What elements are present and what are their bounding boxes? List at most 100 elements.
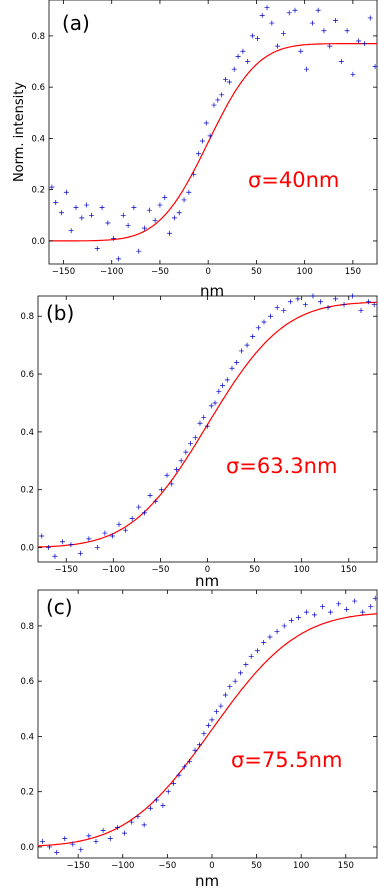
data-point (320, 604, 326, 610)
y-tick-label: 0.2 (20, 486, 34, 496)
data-point (295, 615, 301, 621)
data-point (99, 205, 105, 211)
data-point (68, 228, 74, 234)
plot-area-c (37, 589, 378, 859)
data-point (274, 305, 280, 311)
data-point (229, 365, 235, 371)
data-point (196, 742, 202, 748)
fit-curve-a (49, 43, 377, 242)
data-point (356, 38, 362, 44)
data-point (162, 194, 168, 200)
y-tick-label: 0.6 (20, 677, 34, 687)
data-point (245, 59, 251, 65)
data-point (250, 333, 256, 339)
data-point (102, 530, 108, 536)
data-point (147, 493, 153, 498)
data-point (344, 28, 350, 34)
data-point (310, 293, 316, 299)
data-point (268, 313, 274, 319)
data-point (171, 780, 177, 786)
fit-curve-line (37, 613, 378, 847)
data-point (191, 171, 197, 177)
data-point (205, 722, 211, 728)
data-point (281, 307, 287, 313)
data-point (208, 403, 214, 409)
data-point (59, 210, 65, 216)
x-tick-label: 150 (345, 267, 361, 277)
data-point (298, 48, 304, 54)
y-tick-label: 0.6 (20, 370, 34, 380)
panel-label-b: (b) (46, 301, 74, 325)
data-point (114, 825, 120, 831)
data-point (176, 210, 182, 216)
data-point (215, 97, 221, 103)
x-tick-label: −50 (151, 267, 169, 277)
data-point (328, 609, 334, 615)
data-point (45, 545, 51, 551)
axis-ticks-b: −150 −100 −50 0 50 100 150 0.0 0.2 0.4 0.6 0.8 (20, 296, 377, 575)
x-axis-label-b: nm (195, 572, 219, 590)
data-point (361, 41, 367, 47)
data-point (199, 138, 205, 144)
data-point (153, 498, 159, 504)
data-point (59, 539, 65, 545)
data-point (192, 747, 198, 753)
data-point (125, 223, 131, 229)
y-tick-label: 0.8 (20, 312, 34, 322)
data-point (269, 20, 275, 26)
data-point (169, 481, 175, 487)
y-axis-label-a: Norm. intensity (12, 82, 27, 182)
data-point (115, 256, 121, 262)
data-point (152, 217, 158, 223)
data-point (201, 414, 207, 420)
data-point (147, 805, 153, 811)
data-point (267, 634, 273, 640)
data-point (288, 617, 294, 623)
data-point (109, 533, 115, 539)
data-points-c (39, 595, 378, 855)
x-axis-label-c: nm (195, 872, 219, 890)
data-point (238, 348, 244, 354)
data-point (275, 43, 281, 49)
data-point (286, 10, 292, 16)
data-point (157, 202, 163, 208)
data-point (371, 302, 377, 308)
data-point (231, 66, 237, 72)
data-point (77, 550, 83, 556)
data-point (176, 772, 182, 778)
x-tick-label: 50 (249, 565, 260, 575)
x-tick-label: 0 (205, 565, 210, 575)
data-point (47, 844, 53, 850)
data-point (136, 248, 142, 254)
data-point (131, 205, 137, 211)
x-tick-label: 150 (338, 861, 354, 871)
data-point (368, 604, 374, 610)
data-point (86, 833, 92, 839)
data-point (129, 516, 135, 522)
data-points-a (49, 5, 378, 262)
y-tick-label: 0.6 (31, 83, 45, 93)
panel-label-c: (c) (46, 595, 73, 619)
data-point (178, 458, 184, 464)
data-point (122, 830, 128, 836)
data-point (358, 307, 364, 313)
fit-curve-line (49, 43, 377, 242)
data-point (350, 293, 356, 299)
data-point (261, 639, 267, 645)
data-point (136, 504, 142, 510)
data-point (280, 30, 286, 36)
y-tick-label: 0.2 (31, 186, 45, 196)
data-point (261, 319, 267, 325)
data-point (243, 662, 249, 668)
x-tick-label: −100 (100, 267, 123, 277)
fit-curve-c (37, 613, 378, 847)
data-point (274, 628, 280, 634)
data-point (321, 28, 327, 34)
data-point (292, 7, 298, 13)
data-point (309, 20, 315, 26)
data-point (234, 360, 240, 365)
data-point (196, 151, 202, 157)
data-point (209, 717, 215, 723)
